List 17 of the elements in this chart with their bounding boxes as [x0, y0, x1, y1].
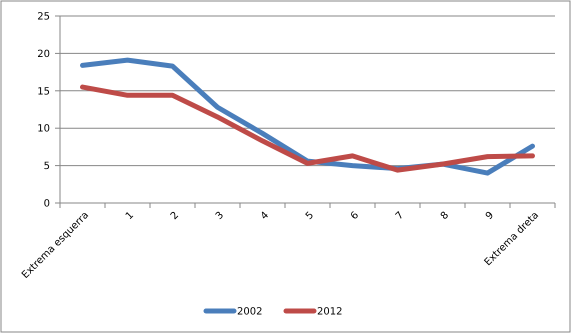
x-tick-label: 7	[394, 210, 406, 222]
legend-label: 2012	[317, 306, 342, 318]
y-tick-label: 15	[37, 86, 50, 98]
y-tick-label: 25	[37, 12, 50, 22]
legend-label: 2002	[237, 306, 262, 318]
x-tick-label: 5	[304, 210, 316, 222]
x-tick-label: 1	[124, 210, 136, 222]
x-tick-label: 8	[438, 210, 452, 222]
y-tick-label: 5	[44, 161, 50, 172]
x-tick-label: 9	[484, 210, 496, 222]
y-tick-label: 20	[37, 48, 50, 60]
x-tick-label: 6	[348, 210, 362, 222]
y-tick-label: 0	[44, 198, 50, 210]
y-tick-label: 10	[37, 124, 50, 135]
x-tick-label: 2	[168, 210, 182, 222]
x-tick-label: 3	[214, 210, 226, 222]
x-tick-label: 4	[258, 210, 272, 222]
